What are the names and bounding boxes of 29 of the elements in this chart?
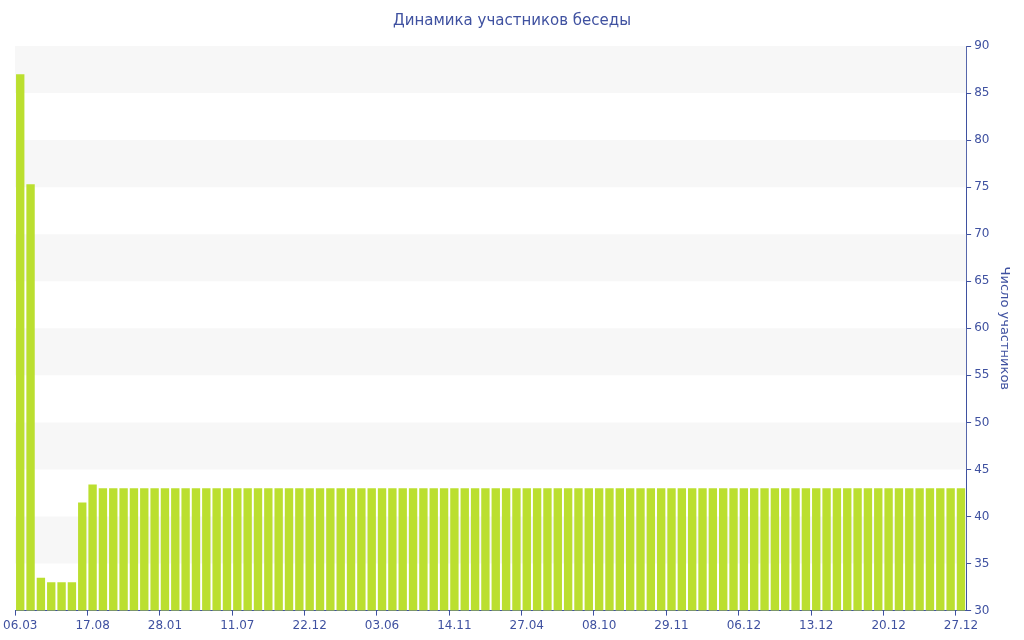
y-tick-label: 60 xyxy=(974,320,990,335)
x-tick-label: 28.01 xyxy=(147,617,183,632)
y-axis-title: Число участников xyxy=(997,266,1013,390)
x-tick-label: 27.04 xyxy=(509,617,544,632)
y-tick-label: 80 xyxy=(974,132,990,147)
x-tick-label: 13.12 xyxy=(799,617,834,632)
y-tick-label: 50 xyxy=(974,414,990,429)
y-tick-label: 30 xyxy=(974,602,990,617)
y-tick-label: 55 xyxy=(974,367,990,382)
x-tick-label: 06.03 xyxy=(3,617,38,632)
y-tick-label: 85 xyxy=(974,85,990,100)
y-tick-label: 35 xyxy=(974,555,990,570)
x-tick-label: 22.12 xyxy=(292,617,327,632)
x-tick-label: 08.10 xyxy=(581,617,617,632)
x-tick-label: 27.12 xyxy=(943,617,979,632)
chart-title: Динамика участников беседы xyxy=(392,10,632,29)
x-tick-label: 29.11 xyxy=(654,617,689,632)
x-tick-label: 03.06 xyxy=(364,617,400,632)
x-tick-label: 06.12 xyxy=(726,617,762,632)
y-tick-label: 70 xyxy=(974,226,990,241)
x-tick-label: 17.08 xyxy=(75,617,110,632)
y-tick-label: 75 xyxy=(974,179,990,194)
y-tick-label: 45 xyxy=(974,461,990,476)
y-tick-label: 65 xyxy=(974,273,990,288)
x-tick-label: 20.12 xyxy=(871,617,906,632)
x-tick-label: 11.07 xyxy=(220,617,255,632)
y-tick-label: 40 xyxy=(974,508,990,523)
y-tick-label: 90 xyxy=(974,38,990,53)
x-tick-label: 14.11 xyxy=(437,617,472,632)
